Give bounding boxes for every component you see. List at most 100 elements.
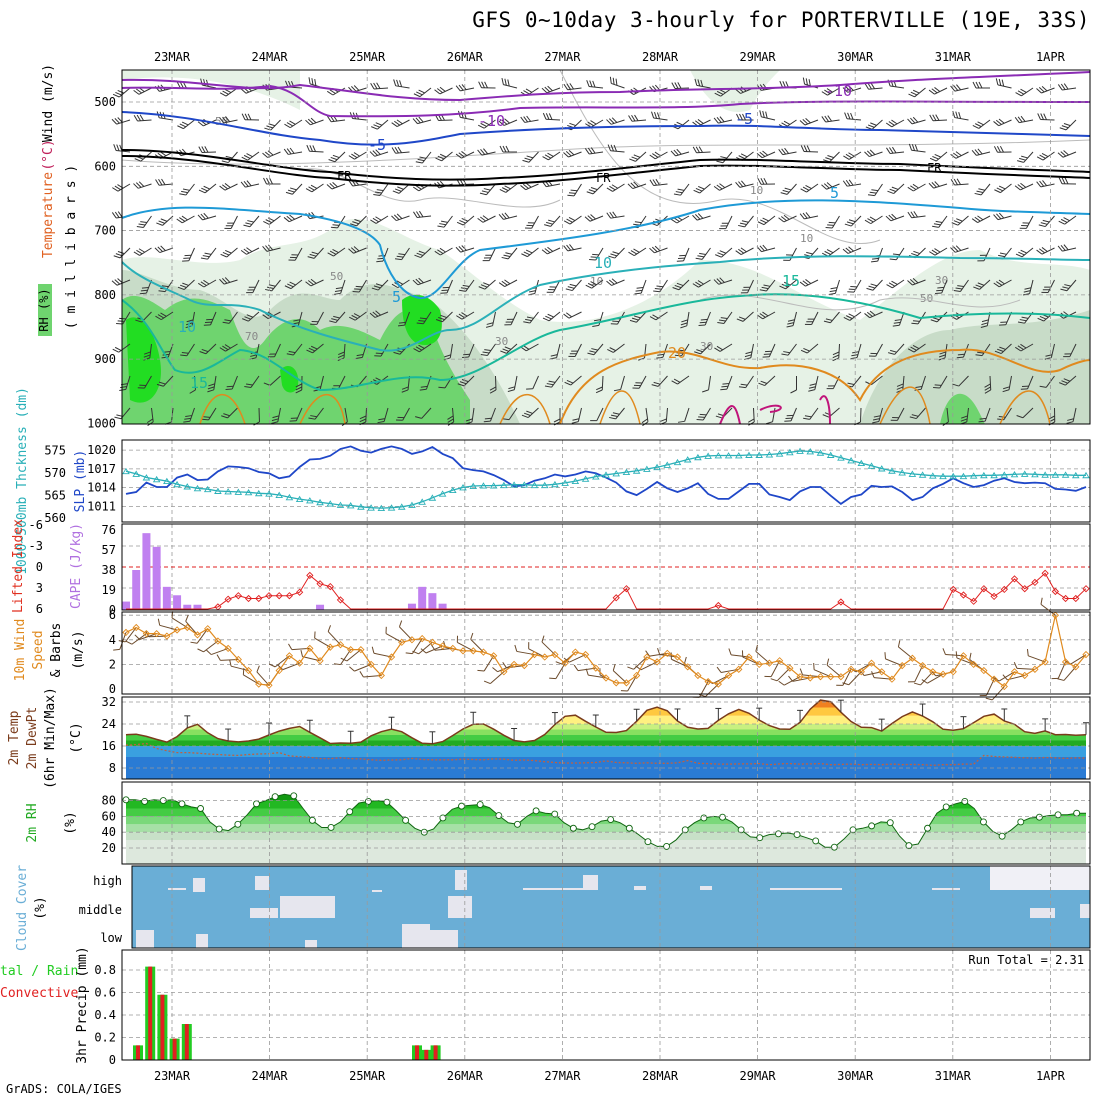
temperature-unit-label: (°C): [41, 139, 56, 170]
slp-tick-label: 1011: [87, 499, 116, 513]
wind-barb: [606, 211, 625, 219]
cape-bar: [152, 546, 161, 610]
wind-barb: [628, 114, 647, 122]
temperature-contour: [121, 293, 1091, 392]
wind-barb: [1058, 177, 1077, 185]
wind-barb: [629, 311, 647, 323]
date-label-top: 27MAR: [544, 50, 581, 64]
surface-wind-barb: [993, 671, 1015, 682]
wind-speed-marker: [265, 681, 273, 689]
cloud-block: [193, 878, 205, 892]
wind-barb: [489, 375, 497, 394]
temperature-contour: [121, 71, 1091, 102]
wind-barb: [563, 215, 582, 225]
thickness-marker: [724, 452, 733, 459]
rh-marker: [271, 793, 279, 801]
wind-barb: [416, 311, 432, 325]
lifted-index-marker: [612, 594, 620, 602]
thickness-marker: [1041, 471, 1049, 478]
surface-wind-barb: [1040, 597, 1056, 616]
thickness-marker: [653, 463, 661, 471]
wind-barb: [1020, 375, 1034, 390]
wind-barb: [480, 343, 496, 356]
wind-barb: [909, 407, 926, 420]
temperature-contour-label: 15: [782, 272, 800, 290]
wind-barb: [243, 215, 260, 228]
temperature-contour-label: FR: [927, 161, 942, 175]
wind-speed-marker: [244, 666, 253, 675]
wind-barb: [714, 343, 733, 352]
wind-barb: [993, 145, 1012, 153]
wind-barb: [972, 119, 991, 129]
wind-barb: [993, 118, 1012, 127]
wind-speed-marker: [295, 659, 304, 667]
wind-barb: [993, 212, 1012, 221]
wind-barb: [885, 213, 905, 222]
wind-barb: [544, 215, 561, 227]
temperature-contour-label: 10: [178, 318, 196, 336]
rh-marker: [364, 797, 372, 805]
surface-wind-barb: [242, 668, 260, 685]
wind-speed-marker: [684, 663, 692, 671]
thickness-marker: [826, 451, 835, 458]
wind-barb: [609, 76, 625, 89]
wind-barb: [498, 118, 518, 126]
wind-barb: [348, 246, 367, 254]
wind-speed-marker: [541, 653, 549, 661]
cloud-block: [255, 876, 269, 890]
wind-barb: [756, 150, 776, 159]
date-label-top: 1APR: [1036, 50, 1066, 64]
cloud-block: [196, 934, 208, 948]
rh-marker: [327, 824, 335, 831]
wind-barb: [221, 407, 238, 419]
surface-wind-barb: [492, 663, 515, 673]
rh-marker: [812, 837, 820, 845]
date-label-bottom: 25MAR: [349, 1069, 386, 1083]
wind-barb: [369, 310, 389, 318]
surface-wind-barb: [884, 652, 903, 667]
footer-credit: GrADS: COLA/IGES: [6, 1082, 122, 1096]
wind-barb: [393, 79, 410, 89]
cloud-block: [305, 940, 317, 948]
thickness-marker: [796, 447, 804, 454]
cloud-unit-label: (%): [33, 896, 48, 919]
wind-barb: [413, 87, 432, 98]
wind-barb: [928, 181, 948, 189]
rh-contour-label: 30: [495, 335, 508, 348]
lifted-index-marker: [1000, 585, 1008, 594]
thickness-marker: [530, 481, 539, 489]
precip-axis-label: 3hr Precip (mm): [75, 946, 90, 1063]
thickness-marker: [397, 503, 406, 510]
wind-barb: [177, 119, 195, 130]
wind-speed-marker: [428, 638, 437, 646]
wind-barb: [262, 150, 281, 158]
wind-barb: [779, 279, 797, 290]
wind-axis-label-1: 10m Wind: [13, 619, 28, 682]
wind-barb: [329, 311, 346, 324]
wind-speed-marker: [418, 634, 426, 643]
lifted-index-marker: [837, 598, 845, 606]
wind-barb: [544, 375, 561, 388]
wind-barb: [586, 80, 604, 89]
cloud-block: [583, 875, 598, 890]
wind-barb: [759, 279, 776, 292]
thickness-marker: [694, 453, 702, 461]
wind-speed-marker: [827, 673, 835, 681]
temp-frame: [121, 696, 1091, 780]
wind-barb: [133, 114, 152, 122]
thickness-marker: [786, 448, 794, 456]
rh-marker: [141, 797, 149, 805]
surface-wind-barb: [1057, 666, 1077, 681]
wind-speed-marker: [438, 642, 447, 650]
wind-barb: [762, 343, 776, 358]
rh2m-unit-label: (%): [63, 811, 78, 834]
wind-barb: [1019, 215, 1034, 229]
wind-barb: [676, 247, 690, 262]
wind-speed-marker: [857, 668, 865, 676]
wind-barb: [185, 311, 195, 329]
surface-wind-barb: [620, 675, 638, 692]
thickness-marker: [663, 461, 672, 468]
wind-barb: [589, 247, 604, 261]
wind-speed-marker: [1072, 663, 1080, 671]
wind-speed-marker: [735, 665, 743, 673]
